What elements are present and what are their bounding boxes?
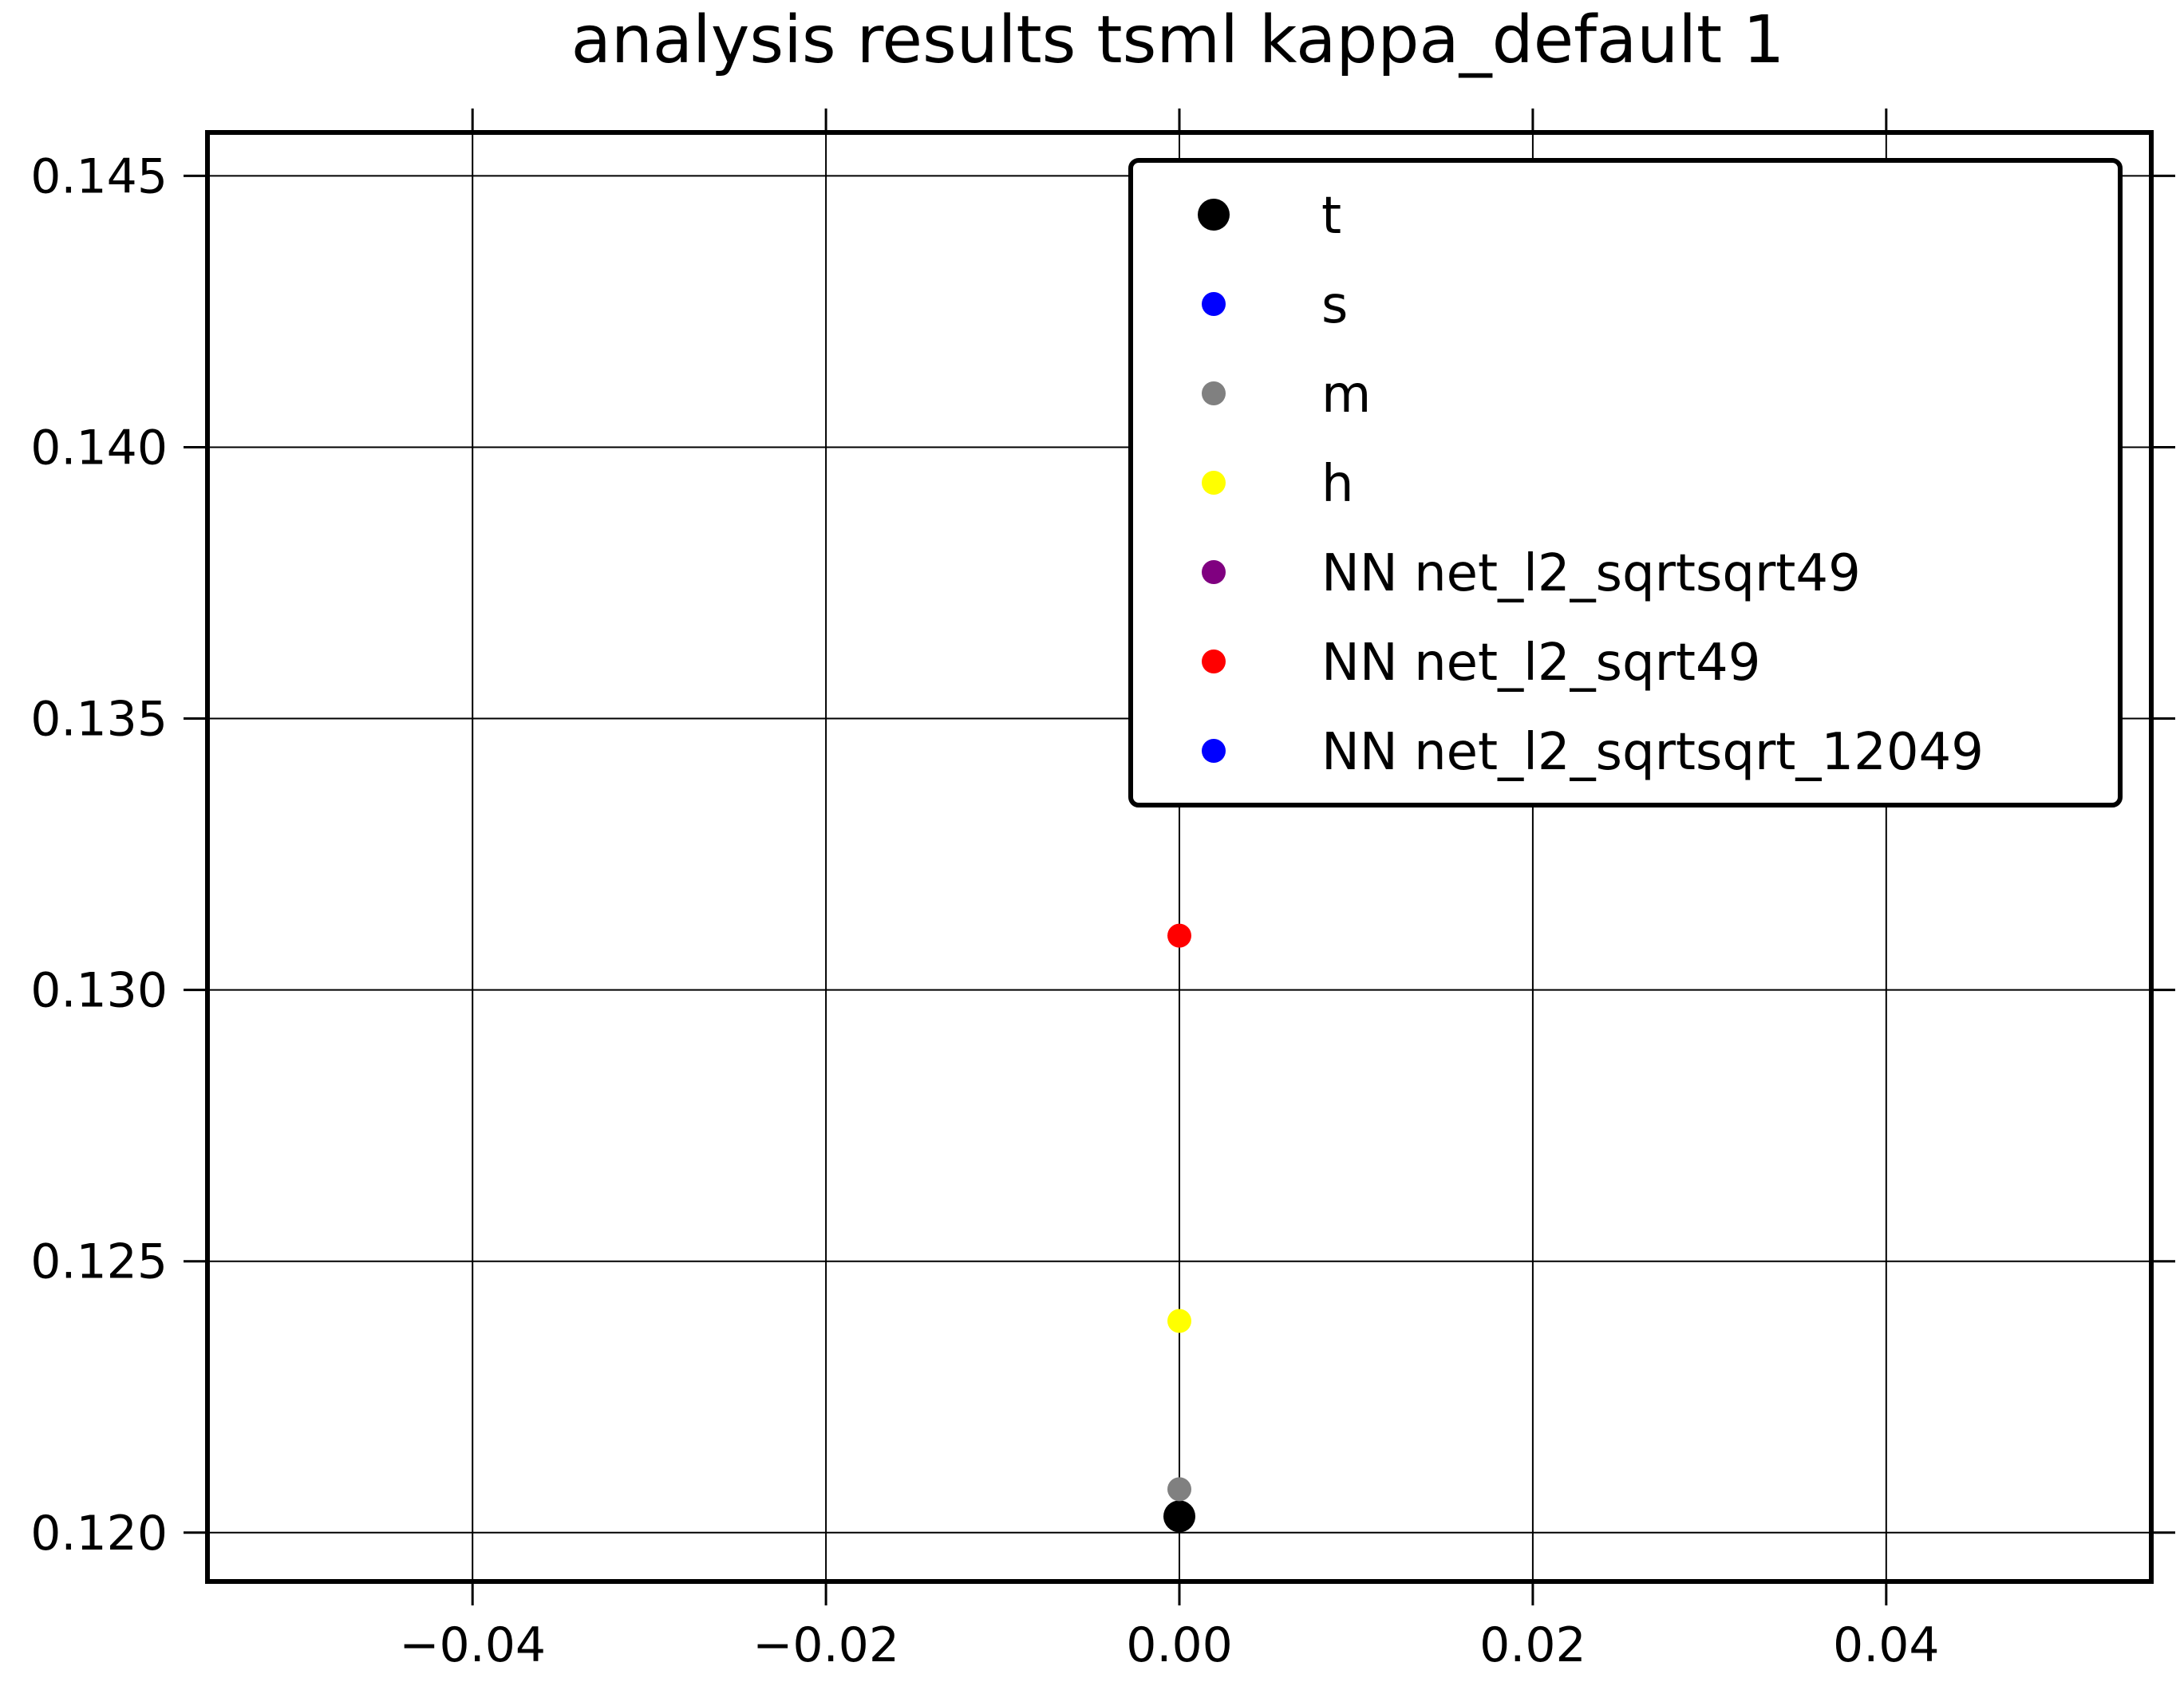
- y-tick-label: 0.145: [30, 148, 168, 204]
- data-point: [1167, 1309, 1191, 1333]
- data-point: [1167, 923, 1191, 948]
- y-tick-label: 0.140: [30, 420, 168, 476]
- legend-label: s: [1321, 276, 1348, 335]
- x-tick-label: 0.04: [1833, 1617, 1940, 1673]
- chart-title: analysis results tsml kappa_default 1: [571, 2, 1785, 78]
- plot-frame: [205, 130, 2154, 1584]
- y-tick-label: 0.125: [30, 1234, 168, 1290]
- x-tick-label: 0.00: [1126, 1617, 1233, 1673]
- legend-marker: [1202, 471, 1226, 495]
- x-tick-label: −0.04: [399, 1617, 546, 1673]
- legend-label: NN net_l2_sqrtsqrt49: [1321, 544, 1861, 603]
- legend-marker: [1198, 199, 1230, 231]
- legend-label: h: [1321, 455, 1354, 514]
- y-tick-label: 0.135: [30, 692, 168, 748]
- axis-ticks: −0.04 −0.02 0.00 0.02 0.04 0.120 0.125 0.130 0.1…: [30, 109, 2175, 1673]
- legend-label: t: [1321, 187, 1341, 246]
- y-tick-label: 0.130: [30, 963, 168, 1019]
- data-point: [1167, 1477, 1191, 1502]
- x-tick-label: −0.02: [752, 1617, 899, 1673]
- data-points: [1163, 923, 1195, 1533]
- legend-label: m: [1321, 365, 1371, 424]
- x-tick-label: 0.02: [1479, 1617, 1586, 1673]
- legend-marker: [1202, 381, 1226, 405]
- legend-label: NN net_l2_sqrtsqrt_12049: [1321, 723, 1984, 782]
- legend-box: [1128, 158, 2123, 807]
- legend-marker: [1202, 650, 1226, 673]
- legend-marker: [1202, 560, 1226, 584]
- legend-marker: [1202, 739, 1226, 763]
- legend-label: NN net_l2_sqrt49: [1321, 634, 1760, 693]
- data-point: [1163, 1500, 1195, 1533]
- y-tick-label: 0.120: [30, 1506, 168, 1562]
- legend-marker: [1202, 292, 1226, 316]
